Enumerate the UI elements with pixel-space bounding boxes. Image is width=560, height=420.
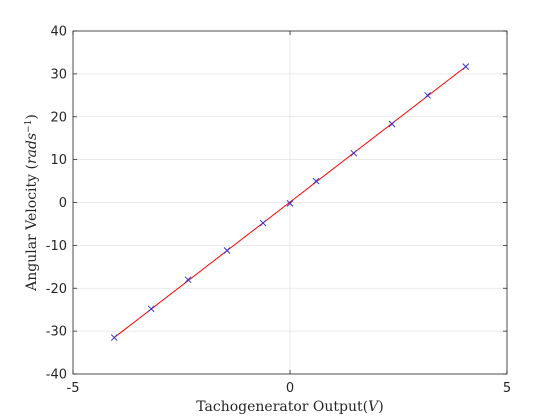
data-point-marker [312,177,320,185]
y-tick-label: 0 [59,196,67,211]
y-tick-label: 40 [50,25,67,40]
axis-ticks: -5 0 5 -40 -30 -20 -10 0 10 20 30 40 [46,25,511,397]
data-point-marker [286,200,294,207]
y-tick-label: 20 [50,110,67,125]
y-tick-label: -40 [46,368,67,383]
series-layer [110,63,470,341]
x-tick-label: -5 [67,381,80,396]
y-tick-label: -30 [46,325,67,340]
y-axis-title-math: rads [24,133,40,164]
y-axis-title-close: ) [24,114,40,119]
y-tick-label: 30 [50,67,67,82]
data-point-marker [462,63,470,70]
x-axis-title-math: V [368,399,380,415]
fit-line [113,66,467,338]
data-point-marker [147,305,155,313]
x-axis-title-text: Tachogenerator Output( [196,399,368,415]
data-point-marker [350,149,358,157]
x-tick-label: 0 [286,381,294,396]
x-axis-title-close: ) [378,399,383,415]
x-tick-label: 5 [503,381,511,396]
data-point-marker [110,334,118,341]
y-axis-title-sup: −1 [24,120,34,133]
data-point-marker [388,120,396,128]
y-axis-title-text: Angular Velocity ( [24,164,40,292]
y-tick-label: 10 [50,153,67,168]
data-point-marker [259,219,267,227]
y-tick-label: -20 [46,282,67,297]
data-point-marker [223,247,231,254]
y-axis-title: Angular Velocity (rads−1) [24,114,40,292]
y-tick-label: -10 [46,239,67,254]
data-point-marker [424,91,431,99]
x-axis-title: Tachogenerator Output(V) [196,399,383,415]
data-point-marker [184,276,192,284]
